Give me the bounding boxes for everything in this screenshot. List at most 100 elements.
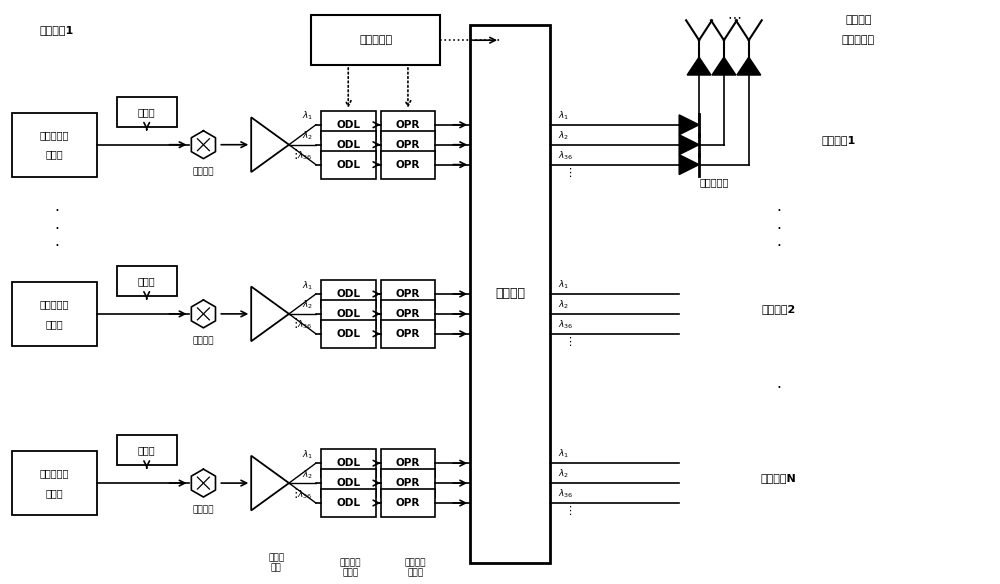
Text: ODL: ODL [336,478,360,488]
Text: ODL: ODL [336,140,360,150]
Bar [321,489,376,517]
Text: ODL: ODL [336,120,360,130]
Bar [12,282,97,346]
Text: $\lambda_2$: $\lambda_2$ [302,130,313,142]
Bar [470,25,550,563]
Text: OPR: OPR [396,289,420,299]
Text: $\lambda_2$: $\lambda_2$ [558,468,569,480]
Text: ⋮: ⋮ [290,148,302,161]
Text: $\lambda_{36}$: $\lambda_{36}$ [297,488,313,500]
Bar [381,320,435,347]
Text: $\lambda_{36}$: $\lambda_{36}$ [297,150,313,162]
Text: ODL: ODL [336,458,360,468]
Bar [117,435,177,465]
Polygon shape [737,57,761,75]
Text: ⋮: ⋮ [564,337,575,347]
Text: 光调制器: 光调制器 [193,506,214,515]
Bar [381,131,435,159]
Text: $\lambda_1$: $\lambda_1$ [302,110,313,122]
Text: 功率放大器: 功率放大器 [842,35,875,45]
Text: 天线阵列: 天线阵列 [845,15,872,25]
Bar [381,280,435,308]
Text: ·
·
·: · · · [55,204,60,254]
Text: 输出子阵1: 输出子阵1 [821,135,856,145]
Bar [321,111,376,139]
Bar [381,449,435,477]
Polygon shape [687,57,711,75]
Text: 微波源: 微波源 [138,107,156,117]
Text: ODL: ODL [336,329,360,339]
Text: $\lambda_2$: $\lambda_2$ [302,299,313,311]
Text: 多波长阵列: 多波长阵列 [40,468,69,478]
Text: $\lambda_1$: $\lambda_1$ [558,279,569,291]
Bar [321,469,376,497]
Text: OPR: OPR [396,478,420,488]
Text: ODL: ODL [336,159,360,169]
Text: 激光器: 激光器 [46,150,63,159]
Bar [321,300,376,328]
Text: 输入子阵1: 输入子阵1 [40,25,74,35]
Bar [381,300,435,328]
Polygon shape [679,115,699,135]
Text: $\lambda_{36}$: $\lambda_{36}$ [297,319,313,331]
Text: 可编程光
延迟线: 可编程光 延迟线 [340,558,361,578]
Text: 光电探测器: 光电探测器 [699,178,729,187]
Bar [117,266,177,296]
Bar [117,97,177,127]
Text: 波分复
用器: 波分复 用器 [268,553,284,572]
Bar [12,113,97,176]
Text: $\lambda_2$: $\lambda_2$ [302,468,313,481]
Text: $\lambda_{36}$: $\lambda_{36}$ [558,149,573,162]
Text: 多波长阵列: 多波长阵列 [40,299,69,309]
Text: OPR: OPR [396,498,420,508]
Text: 激光器: 激光器 [46,488,63,498]
Text: 光调制器: 光调制器 [193,336,214,345]
Bar [381,489,435,517]
Bar [381,469,435,497]
Text: ⋮: ⋮ [290,486,302,499]
Bar [321,131,376,159]
Bar [381,151,435,179]
Text: $\lambda_1$: $\lambda_1$ [302,279,313,291]
Bar [321,151,376,179]
Text: $\lambda_{36}$: $\lambda_{36}$ [558,488,573,500]
Bar [321,320,376,347]
Text: $\lambda_1$: $\lambda_1$ [302,448,313,461]
Text: ODL: ODL [336,309,360,319]
Text: 多波长阵列: 多波长阵列 [40,130,69,140]
Text: 输出子阵2: 输出子阵2 [762,304,796,314]
Bar [12,451,97,515]
Text: OPR: OPR [396,329,420,339]
Text: ⋮: ⋮ [564,506,575,516]
Text: ⋮: ⋮ [564,168,575,178]
Polygon shape [191,469,215,497]
Polygon shape [679,135,699,155]
Text: 激光器: 激光器 [46,319,63,329]
Bar [381,111,435,139]
Text: 微波源: 微波源 [138,445,156,456]
Text: ·: · [776,381,781,396]
Polygon shape [191,300,215,328]
Polygon shape [191,131,215,159]
Text: $\lambda_2$: $\lambda_2$ [558,129,569,142]
Text: ODL: ODL [336,498,360,508]
Text: ⋮: ⋮ [290,317,302,331]
Text: 光交换机: 光交换机 [495,287,525,301]
Polygon shape [679,155,699,175]
Text: 光调制器: 光调制器 [193,167,214,176]
Text: ⋯: ⋯ [727,11,741,25]
Text: $\lambda_1$: $\lambda_1$ [558,109,569,122]
Text: 微波源: 微波源 [138,276,156,286]
Text: OPR: OPR [396,120,420,130]
Text: 波控计算机: 波控计算机 [359,35,392,45]
Text: $\lambda_{36}$: $\lambda_{36}$ [558,318,573,331]
Bar [311,15,440,65]
Text: 输出子阵N: 输出子阵N [761,473,797,483]
Polygon shape [712,57,736,75]
Text: $\lambda_1$: $\lambda_1$ [558,448,569,460]
Text: OPR: OPR [396,309,420,319]
Text: 可编程光
衰减器: 可编程光 衰减器 [405,558,426,578]
Bar [321,449,376,477]
Bar [321,280,376,308]
Text: OPR: OPR [396,458,420,468]
